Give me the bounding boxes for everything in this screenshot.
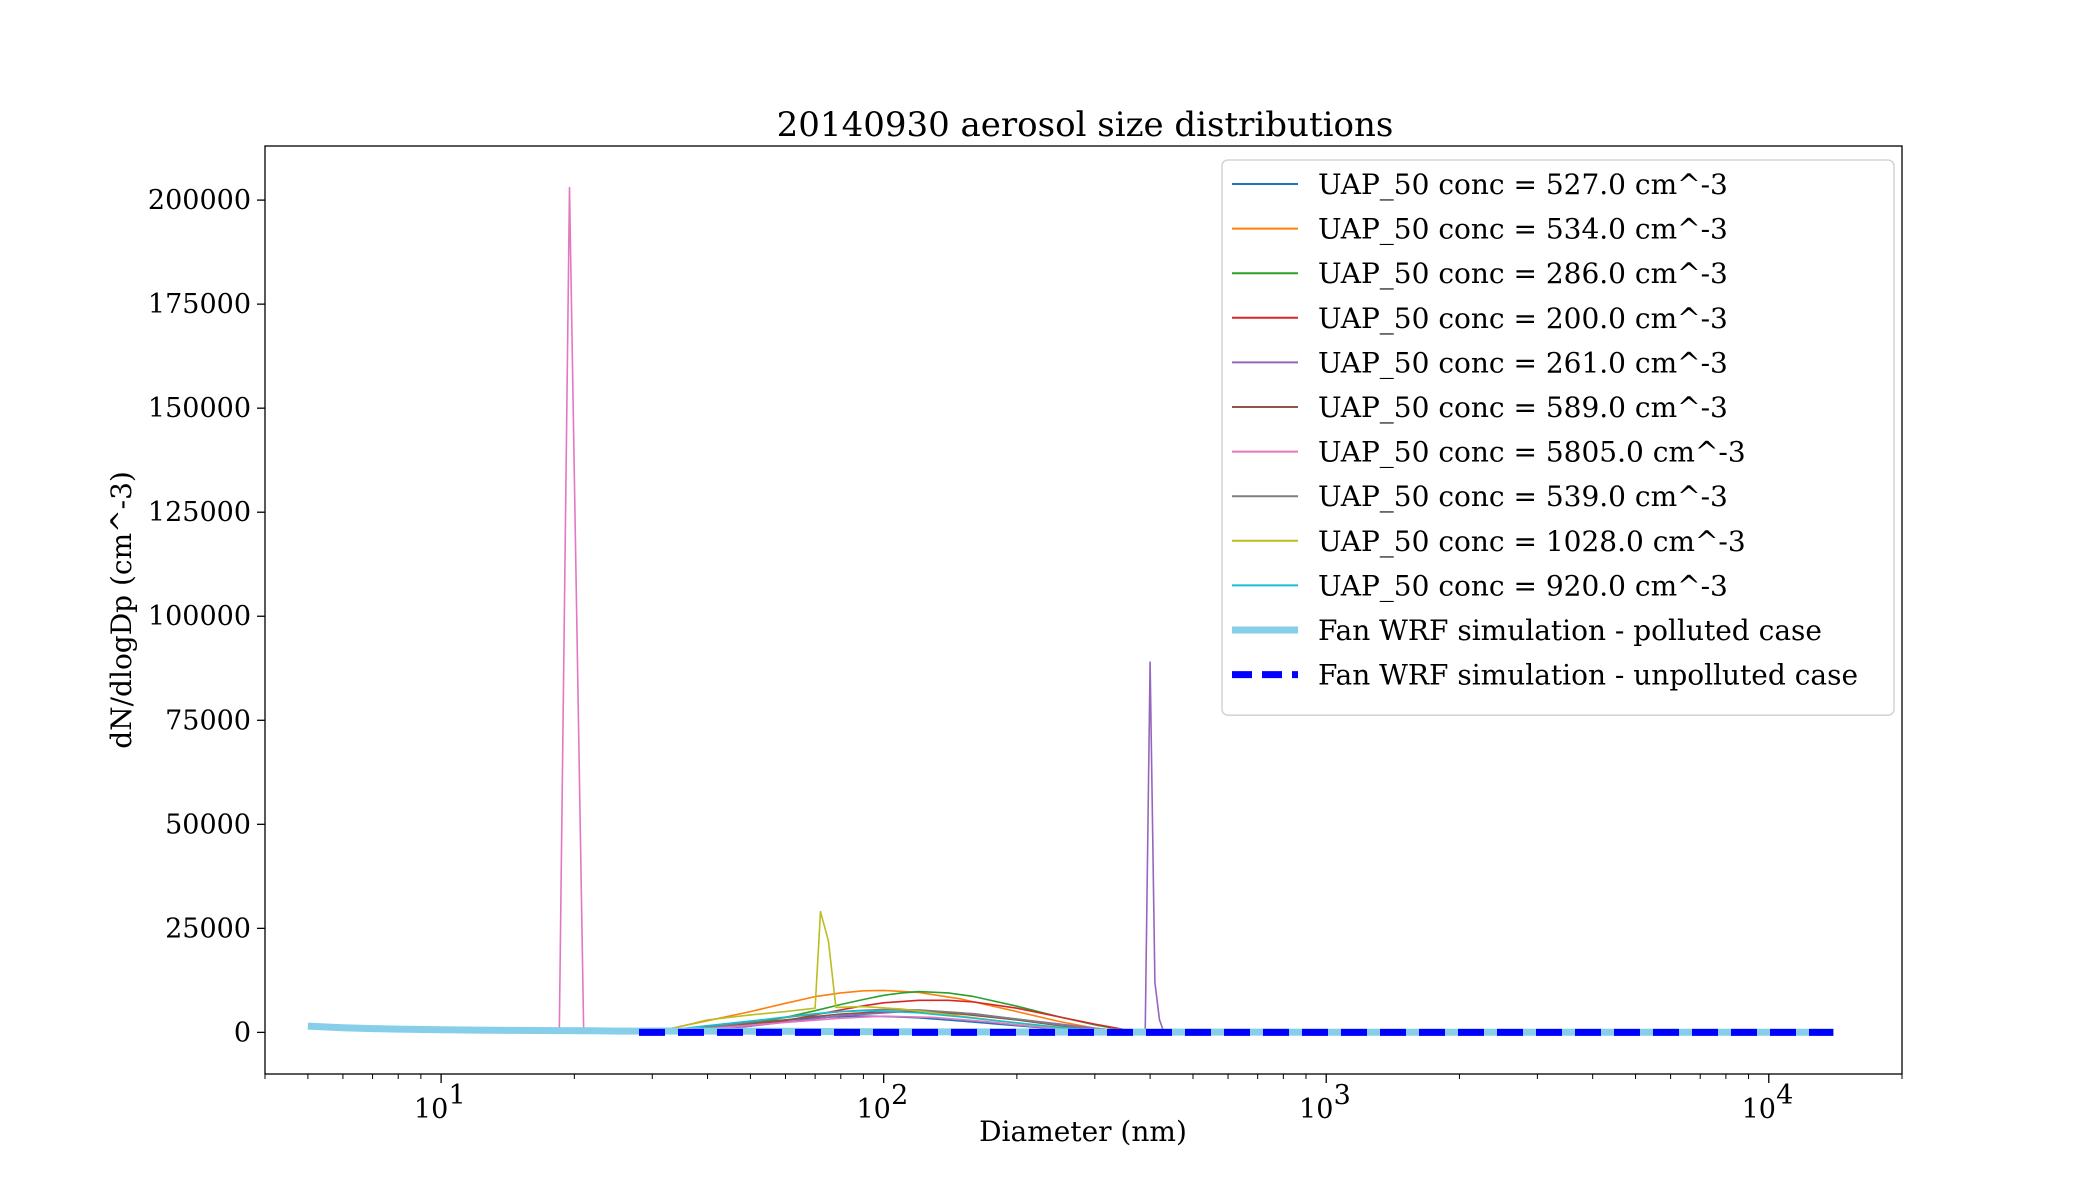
- legend-label: UAP_50 conc = 5805.0 cm^-3: [1318, 436, 1746, 469]
- x-tick-label: 10: [1742, 1094, 1776, 1125]
- x-axis: 10 1 10 2 10 3 10 4: [264, 1074, 1903, 1125]
- legend-label: UAP_50 conc = 589.0 cm^-3: [1318, 391, 1728, 424]
- x-tick-label: 10: [856, 1094, 890, 1125]
- legend-label: UAP_50 conc = 539.0 cm^-3: [1318, 480, 1728, 513]
- y-tick-label: 0: [234, 1017, 251, 1048]
- legend-label: UAP_50 conc = 286.0 cm^-3: [1318, 257, 1728, 290]
- x-tick-label: 10: [1299, 1094, 1333, 1125]
- legend-label: UAP_50 conc = 527.0 cm^-3: [1318, 168, 1728, 201]
- chart-title: 20140930 aerosol size distributions: [777, 105, 1394, 145]
- x-tick-exponent: 3: [1334, 1080, 1351, 1111]
- legend-label: UAP_50 conc = 534.0 cm^-3: [1318, 213, 1728, 246]
- legend: UAP_50 conc = 527.0 cm^-3 UAP_50 conc = 5…: [1221, 159, 1895, 716]
- y-tick-label: 75000: [165, 705, 251, 736]
- legend-label: Fan WRF simulation - unpolluted case: [1318, 659, 1858, 692]
- series-line-10: [652, 1009, 1125, 1034]
- series-line-2: [652, 989, 1141, 1034]
- y-tick-label: 200000: [148, 185, 251, 216]
- x-axis-label: Diameter (nm): [979, 1115, 1187, 1148]
- x-tick-exponent: 2: [891, 1080, 908, 1111]
- plot-frame: [264, 145, 1903, 1075]
- data-layer: [307, 186, 1834, 1036]
- legend-label: UAP_50 conc = 920.0 cm^-3: [1318, 569, 1728, 602]
- legend-label: UAP_50 conc = 261.0 cm^-3: [1318, 346, 1728, 379]
- y-tick-label: 175000: [148, 289, 251, 320]
- legend-label: UAP_50 conc = 200.0 cm^-3: [1318, 302, 1728, 335]
- legend-label: UAP_50 conc = 1028.0 cm^-3: [1318, 525, 1746, 558]
- x-tick-label: 10: [414, 1094, 448, 1125]
- y-tick-label: 150000: [148, 393, 251, 424]
- y-tick-label: 125000: [148, 497, 251, 528]
- y-axis-label: dN/dlogDp (cm^-3): [105, 471, 138, 749]
- legend-box: [1221, 159, 1895, 716]
- x-tick-exponent: 4: [1776, 1080, 1793, 1111]
- series-line-5: [652, 661, 1165, 1034]
- y-tick-label: 25000: [165, 913, 251, 944]
- y-tick-label: 50000: [165, 809, 251, 840]
- y-axis: 0 25000 50000 75000 100000 125000 150000 175000…: [148, 185, 265, 1048]
- y-tick-label: 100000: [148, 601, 251, 632]
- x-tick-exponent: 1: [449, 1080, 466, 1111]
- legend-label: Fan WRF simulation - polluted case: [1318, 614, 1822, 647]
